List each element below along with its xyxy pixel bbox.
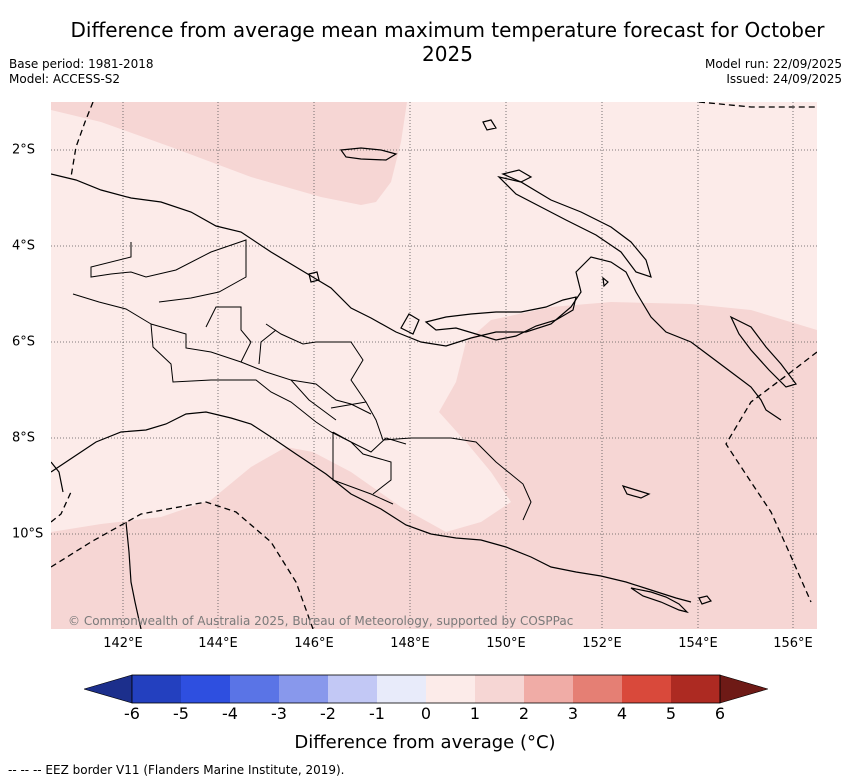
- colorbar-tick: -3: [271, 704, 287, 723]
- model-run: Model run: 22/09/2025: [704, 57, 842, 71]
- meta-left: Base period: 1981-2018 Model: ACCESS-S2: [9, 57, 154, 87]
- graticule: [51, 102, 817, 629]
- colorbar-label: Difference from average (°C): [294, 732, 556, 753]
- karkar-island: [308, 271, 320, 283]
- colorbar-segment: [573, 675, 622, 703]
- new-ireland: [497, 175, 652, 278]
- admiralty-islet: [482, 119, 497, 131]
- lon-tick-label: 154°E: [678, 636, 718, 651]
- lon-tick-label: 152°E: [582, 636, 622, 651]
- colorbar-tick: 6: [714, 704, 726, 723]
- copyright-credit: © Commonwealth of Australia 2025, Bureau…: [68, 614, 574, 628]
- colorbar-tick: -1: [369, 704, 385, 723]
- colorbar-tick: 0: [420, 704, 432, 723]
- new-hanover: [501, 169, 533, 183]
- colorbar-tick: 5: [665, 704, 677, 723]
- base-period: Base period: 1981-2018: [9, 57, 154, 71]
- colorbar-tick: -4: [222, 704, 238, 723]
- lon-tick-label: 150°E: [486, 636, 526, 651]
- lat-tick-label: 8°S: [12, 430, 36, 446]
- louisiade-island-1: [630, 587, 689, 614]
- lat-tick-label: 2°S: [12, 142, 36, 158]
- colorbar-tick: -2: [320, 704, 336, 723]
- lon-tick-label: 144°E: [198, 636, 238, 651]
- manus-island: [339, 147, 398, 161]
- lat-tick-label: 4°S: [12, 238, 36, 254]
- coastlines: [51, 119, 797, 629]
- torres-strait-coast: [51, 461, 64, 493]
- colorbar-segment: [84, 674, 133, 704]
- lon-tick-label: 146°E: [294, 636, 334, 651]
- colorbar-segment: [719, 674, 768, 704]
- colorbar-segment: [671, 675, 720, 703]
- colorbar-frame: [131, 674, 721, 704]
- colorbar-segment: [230, 675, 279, 703]
- model-name: Model: ACCESS-S2: [9, 72, 121, 86]
- new-guinea-north-coast: [51, 173, 782, 421]
- lat-tick-label: 10°S: [12, 526, 44, 542]
- colorbar-segment: [181, 675, 230, 703]
- eez-footnote: -- -- -- EEZ border V11 (Flanders Marine…: [8, 763, 345, 777]
- colorbar-segment: [132, 675, 181, 703]
- lon-tick-label: 148°E: [390, 636, 430, 651]
- new-guinea-south-coast: [51, 411, 692, 603]
- new-britain: [424, 296, 577, 341]
- colorbar-segment: [524, 675, 573, 703]
- lon-tick-label: 142°E: [103, 636, 143, 651]
- colorbar: [84, 674, 768, 704]
- lat-tick-label: 6°S: [12, 334, 36, 350]
- bougainville: [729, 315, 797, 388]
- colorbar-tick: 3: [567, 704, 579, 723]
- eez-borders: [51, 102, 817, 629]
- colorbar-segment: [279, 675, 328, 703]
- meta-right: Model run: 22/09/2025 Issued: 24/09/2025: [705, 57, 842, 87]
- colorbar-segment: [377, 675, 426, 703]
- colorbar-tick: -5: [173, 704, 189, 723]
- colorbar-tick: -6: [124, 704, 140, 723]
- chart-title: Difference from average mean maximum tem…: [70, 18, 825, 66]
- colorbar-segment: [328, 675, 377, 703]
- colorbar-tick: 1: [469, 704, 481, 723]
- issued-date: Issued: 24/09/2025: [726, 72, 842, 86]
- colorbar-segment: [426, 675, 475, 703]
- province-borders: [72, 239, 532, 521]
- anomaly-band-1-2-south: [51, 302, 817, 629]
- colorbar-segment: [475, 675, 524, 703]
- bismarck-island-1: [400, 313, 420, 335]
- bismarck-island-2: [602, 276, 609, 288]
- colorbar-tick: 2: [518, 704, 530, 723]
- colorbar-tick: 4: [616, 704, 628, 723]
- cape-york-coast: [125, 521, 142, 629]
- lon-tick-label: 156°E: [773, 636, 813, 651]
- d-entrecasteaux-island: [621, 485, 651, 499]
- anomaly-band-1-2-north: [51, 102, 407, 205]
- forecast-map: [51, 102, 817, 629]
- louisiade-island-2: [698, 595, 713, 605]
- colorbar-segment: [622, 675, 671, 703]
